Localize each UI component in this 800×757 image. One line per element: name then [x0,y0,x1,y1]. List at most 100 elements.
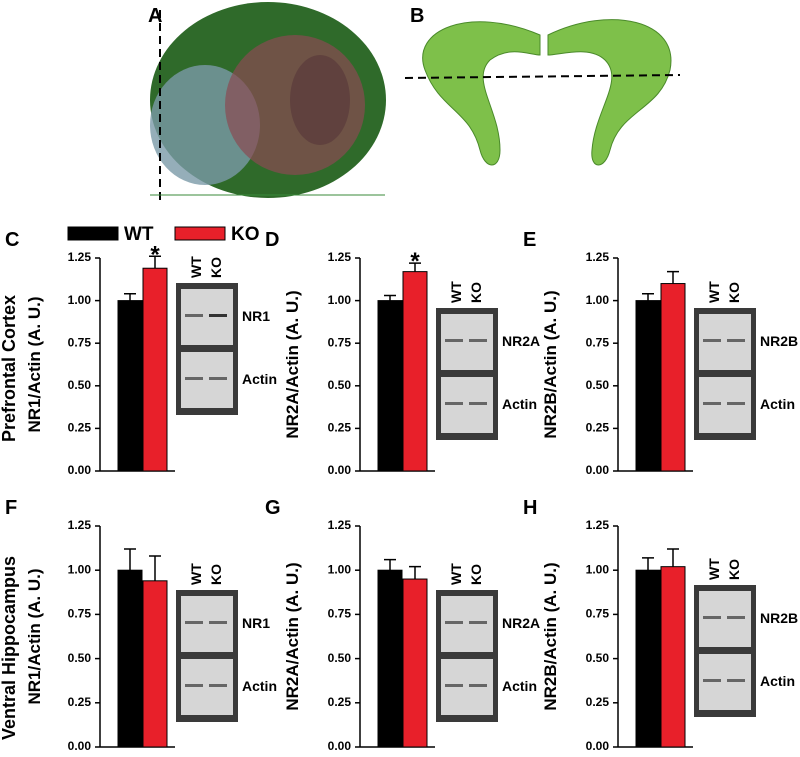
y-tick-label: 0.75 [328,607,352,621]
lane-label: KO [208,564,224,585]
y-axis-label: NR2A/Actin (A. U.) [283,562,302,710]
brain-render [150,2,386,200]
band-label: Actin [502,396,537,412]
error-bar [124,548,136,571]
lane-label: WT [188,256,204,278]
significance: * [150,241,160,268]
legend-label: KO [231,224,260,245]
significance: * [410,248,420,275]
legend-swatch [174,226,226,241]
y-tick-label: 1.00 [328,562,352,576]
y-tick-label: 0.00 [328,463,352,477]
error-bar [384,294,396,301]
bar [635,569,661,748]
error-bar [667,548,679,567]
blot-band [445,402,463,405]
blot-band [727,616,745,619]
y-axis-label: NR2A/Actin (A. U.) [283,290,302,438]
blot-band [703,616,721,619]
blot-band [185,684,203,687]
y-tick-label: 0.25 [328,421,352,435]
bar [117,569,143,748]
blot-band [703,402,721,405]
y-tick-label: 1.00 [586,293,610,307]
error-bar [384,558,396,571]
error-bar [124,293,136,301]
blot-band [445,339,463,342]
error-bar [409,262,421,272]
y-tick-label: 1.00 [586,562,610,576]
bar [377,300,403,472]
lane-label: WT [706,558,722,580]
blot-band [703,339,721,342]
y-tick-label: 0.75 [586,607,610,621]
band-label: Actin [502,678,537,694]
panel-letter: E [523,229,536,251]
blot-band [209,377,227,380]
y-tick-label: 0.25 [68,421,92,435]
blot-band [469,402,487,405]
panel-letter: H [523,497,537,519]
band-label: NR1 [242,615,270,631]
blot-band [185,377,203,380]
panel-letter: B [410,5,424,27]
lane-label: KO [468,564,484,585]
y-tick-label: 0.50 [328,651,352,665]
y-tick-label: 0.00 [68,739,92,753]
y-axis-label: NR2B/Actin (A. U.) [541,290,560,438]
blot-band [209,314,227,317]
blot-band [727,402,745,405]
band-label: Actin [760,673,795,689]
blot-band [445,621,463,624]
blot-band [469,621,487,624]
error-bar [409,565,421,580]
error-bar [149,555,161,581]
bar [377,569,403,748]
y-tick-label: 0.00 [586,463,610,477]
bar [142,267,168,472]
y-tick-label: 0.25 [328,695,352,709]
bar [660,566,686,748]
lane-label: WT [448,563,464,585]
y-tick-label: 0.75 [68,607,92,621]
y-tick-label: 1.00 [68,293,92,307]
panel-letter: G [265,497,281,519]
legend-swatch [67,226,119,241]
y-tick-label: 0.25 [68,695,92,709]
band-label: NR2A [502,615,540,631]
panel-letter: D [265,229,279,251]
y-tick-label: 0.25 [586,421,610,435]
error-bar [642,557,654,571]
blot-band [209,684,227,687]
y-tick-label: 0.50 [328,378,352,392]
lane-label: KO [208,257,224,278]
hippocampus-render [404,19,681,166]
y-tick-label: 1.25 [68,250,92,264]
bar [402,271,428,472]
y-tick-label: 1.25 [68,518,92,532]
blot-band [727,679,745,682]
y-tick-label: 0.50 [586,378,610,392]
lane-label: KO [726,282,742,303]
y-tick-label: 1.25 [586,518,610,532]
lane-label: WT [448,281,464,303]
blot-band [469,684,487,687]
band-label: Actin [760,396,795,412]
y-tick-label: 1.25 [328,250,352,264]
bar [402,578,428,748]
y-tick-label: 0.25 [586,695,610,709]
lane-label: WT [706,281,722,303]
y-axis-label: NR1/Actin (A. U.) [25,569,44,705]
y-tick-label: 1.00 [328,293,352,307]
panel-letter: F [5,497,17,519]
band-label: Actin [242,371,277,387]
blot-band [469,339,487,342]
y-axis-label: NR1/Actin (A. U.) [25,297,44,433]
y-tick-label: 1.00 [68,562,92,576]
y-tick-label: 0.50 [586,651,610,665]
bar [117,300,143,472]
blot-band [727,339,745,342]
legend-label: WT [124,224,154,245]
panel-letter: C [5,229,19,251]
